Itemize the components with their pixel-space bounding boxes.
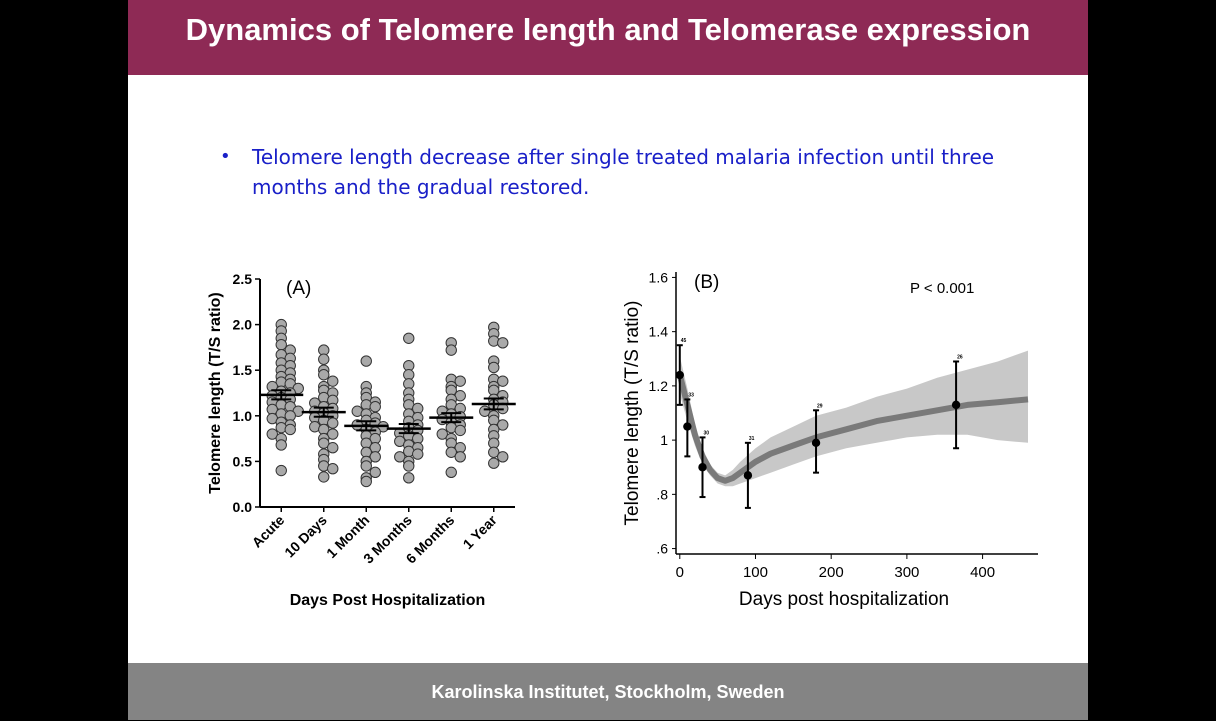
y-tick-label-a: 0.0 xyxy=(233,499,253,515)
footer-text: Karolinska Institutet, Stockholm, Sweden xyxy=(431,682,785,702)
y-tick-label-a: 1.5 xyxy=(233,362,253,378)
data-point-a xyxy=(454,375,466,387)
n-label-b: 33 xyxy=(688,392,694,398)
n-label-b: 30 xyxy=(703,430,709,436)
data-point-a xyxy=(318,369,330,381)
y-tick-label-b: 1 xyxy=(660,432,668,448)
x-tick-label-a: 1 Year xyxy=(460,511,501,552)
data-point-a xyxy=(497,375,509,387)
x-axis-label-a: Days Post Hospitalization xyxy=(290,592,486,609)
panel-label-b: (B) xyxy=(694,272,719,293)
data-point-a xyxy=(369,466,381,479)
data-point-a xyxy=(275,464,287,477)
data-point-b xyxy=(951,400,961,410)
data-point-a xyxy=(445,446,457,458)
n-label-b: 45 xyxy=(681,338,687,344)
data-point-a xyxy=(403,472,415,484)
slide-title: Dynamics of Telomere length and Telomera… xyxy=(185,12,1031,47)
y-tick-label-b: 1.6 xyxy=(649,269,669,285)
x-tick-label-b: 400 xyxy=(970,564,995,581)
bullet-dot-icon: • xyxy=(220,146,231,167)
chart-a: 0.0 0.5 1.0 1.5 2.0 2.5 (A) Telomere length (T/… xyxy=(207,271,516,609)
data-point-a xyxy=(360,355,372,367)
data-point-b xyxy=(698,463,707,472)
data-point-a xyxy=(327,375,339,387)
n-label-b: 29 xyxy=(817,403,823,409)
data-point-a xyxy=(275,439,287,451)
chart-b: .6 .8 1 1.2 1.4 1.6 0 100 200 300 400 45 33 30 31 29 26 (… xyxy=(622,269,1038,610)
data-point-a xyxy=(369,451,381,463)
data-point-a xyxy=(369,400,381,413)
slide: Dynamics of Telomere length and Telomera… xyxy=(128,0,1088,720)
x-tick-label-a: Acute xyxy=(249,512,288,551)
data-point-a xyxy=(403,460,415,472)
y-tick-label-a: 2.5 xyxy=(233,271,253,287)
data-point-a xyxy=(497,419,509,431)
x-tick-label-a: 10 Days xyxy=(281,512,330,561)
data-point-a xyxy=(454,424,466,437)
y-tick-label-b: .6 xyxy=(656,541,668,557)
y-axis-label-a: Telomere length (T/S ratio) xyxy=(207,292,224,494)
data-point-a xyxy=(497,451,509,463)
n-label-b: 31 xyxy=(749,436,755,442)
data-point-a xyxy=(327,462,339,475)
footer-bar: Karolinska Institutet, Stockholm, Sweden xyxy=(128,663,1088,720)
data-point-b xyxy=(675,370,684,380)
y-tick-label-b: 1.2 xyxy=(649,378,669,394)
data-point-a xyxy=(488,457,500,469)
data-point-a xyxy=(318,353,330,365)
bullet-text: Telomere length decrease after single tr… xyxy=(252,145,995,199)
x-tick-label-b: 0 xyxy=(676,564,684,581)
data-point-a xyxy=(454,451,466,463)
data-point-a xyxy=(488,361,500,374)
y-tick-label-b: 1.4 xyxy=(649,324,669,340)
data-point-a xyxy=(445,466,457,479)
data-point-a xyxy=(445,344,457,356)
y-axis-label-b: Telomere length (T/S ratio) xyxy=(622,301,643,526)
n-label-b: 26 xyxy=(957,354,963,360)
data-point-a xyxy=(318,437,330,449)
confidence-band-b xyxy=(679,350,1028,487)
data-point-a xyxy=(497,337,509,349)
data-point-a xyxy=(436,428,448,440)
data-point-a xyxy=(327,442,339,454)
title-bar: Dynamics of Telomere length and Telomera… xyxy=(128,0,1088,75)
data-point-b xyxy=(683,422,692,431)
x-tick-label-b: 200 xyxy=(819,564,844,581)
panel-label-a: (A) xyxy=(286,278,311,299)
data-point-a xyxy=(266,428,278,440)
p-value-annotation-b: P < 0.001 xyxy=(910,280,974,297)
data-point-a xyxy=(327,417,339,429)
data-point-a xyxy=(360,460,372,472)
data-point-a xyxy=(327,428,339,440)
data-point-a xyxy=(403,332,415,344)
x-tick-label-b: 100 xyxy=(743,564,768,581)
data-point-a xyxy=(394,451,406,463)
y-tick-label-b: .8 xyxy=(656,486,668,502)
data-point-a xyxy=(360,475,372,488)
y-tick-label-a: 2.0 xyxy=(233,317,253,333)
data-point-a xyxy=(412,448,424,460)
y-tick-label-a: 0.5 xyxy=(233,453,253,469)
x-axis-label-b: Days post hospitalization xyxy=(739,589,949,610)
data-point-a xyxy=(488,446,500,458)
data-point-a xyxy=(284,423,296,436)
fit-line-b xyxy=(676,374,1029,484)
x-tick-label-b: 300 xyxy=(894,564,919,581)
data-point-a xyxy=(318,471,330,483)
y-tick-label-a: 1.0 xyxy=(233,408,253,424)
data-point-b xyxy=(811,438,821,448)
data-point-b xyxy=(743,471,753,480)
